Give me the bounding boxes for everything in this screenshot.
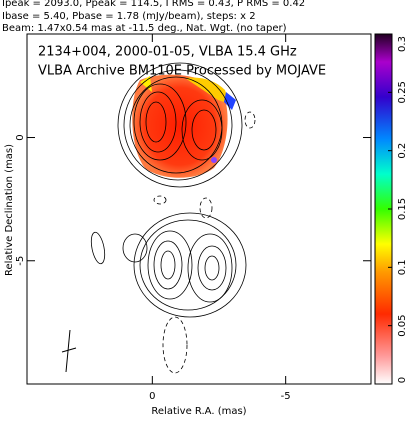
header-line: Beam: 1.47x0.54 mas at -11.5 deg., Nat. … (2, 23, 287, 34)
colorbar-tick-label: 0.15 (397, 198, 408, 220)
polarization-map (224, 92, 236, 110)
image (61, 62, 256, 374)
colorbar-tick-label: 0.2 (397, 143, 408, 159)
polarization-map (140, 76, 152, 92)
y-axis-label: Relative Declination (mas) (4, 144, 15, 276)
colorbar-tick-label: 0.05 (397, 315, 408, 337)
colorbar-tick-label: 0.1 (397, 259, 408, 275)
header-line: Ibase = 5.40, Pbase = 1.78 (mJy/beam), s… (2, 11, 256, 22)
x-axis-label: Relative R.A. (mas) (151, 406, 246, 417)
polarization-map (211, 157, 217, 163)
colorbar-tick-label: 0 (397, 377, 408, 383)
plot-frame (26, 33, 372, 385)
plot-title: 2134+004, 2000-01-05, VLBA 15.4 GHz (38, 45, 297, 60)
x-tick-label: -5 (281, 391, 291, 402)
plot-subtitle: VLBA Archive BM110E Processed by MOJAVE (38, 64, 326, 79)
colorbar-tick-label: 0.25 (397, 81, 408, 103)
header-line: Ipeak = 2093.0, Ppeak = 114.5, I RMS = 0… (2, 0, 305, 9)
x-tick-label: 0 (149, 391, 155, 402)
colorbar-tick-label: 0.3 (397, 36, 408, 52)
y-tick-label: 0 (15, 134, 26, 140)
contours (117, 62, 256, 374)
y-tick-label: -5 (15, 256, 26, 266)
polarization-map (185, 77, 230, 104)
beam (61, 231, 106, 373)
